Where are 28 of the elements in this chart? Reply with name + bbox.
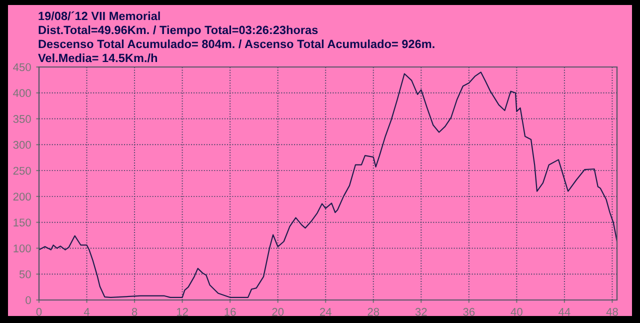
text: Vel.Media= 14.5Km./h (38, 54, 158, 62)
x-tick-label: 44 (558, 308, 570, 316)
y-tick-label: 50 (19, 270, 31, 278)
y-tick-label: 0 (26, 296, 31, 304)
x-tick-label: 28 (368, 308, 380, 316)
x-tick-label: 8 (132, 308, 138, 316)
y-tick-label: 200 (13, 192, 31, 201)
text: Descenso Total Acumulado= 804m. / Ascenso Total Acumulado= 926m. (38, 40, 434, 48)
x-tick-label: 12 (176, 308, 188, 316)
x-tick-label: 0 (36, 308, 42, 316)
y-tick-label: 350 (13, 115, 31, 123)
x-tick-label: 20 (272, 308, 284, 316)
x-tick-label: 32 (415, 308, 427, 316)
x-tick-label: 36 (463, 308, 475, 316)
x-tick-label: 24 (320, 308, 332, 316)
x-tick-label: 16 (224, 308, 236, 316)
chart-title: 19/08/´12 VII Memorial (38, 11, 160, 20)
x-tick-label: 48 (606, 308, 618, 316)
y-tick-label: 400 (13, 89, 31, 98)
x-tick-label: 4 (84, 308, 90, 316)
x-tick-label: 40 (510, 308, 522, 316)
text: Dist.Total=49.96Km. / Tiempo Total=03:26:23horas (38, 26, 318, 36)
y-tick-label: 300 (13, 140, 31, 149)
y-tick-label: 150 (14, 218, 31, 226)
y-tick-label: 250 (13, 166, 31, 175)
y-tick-label: 450 (13, 63, 31, 72)
y-tick-label: 100 (14, 244, 31, 252)
line-series (39, 72, 617, 298)
